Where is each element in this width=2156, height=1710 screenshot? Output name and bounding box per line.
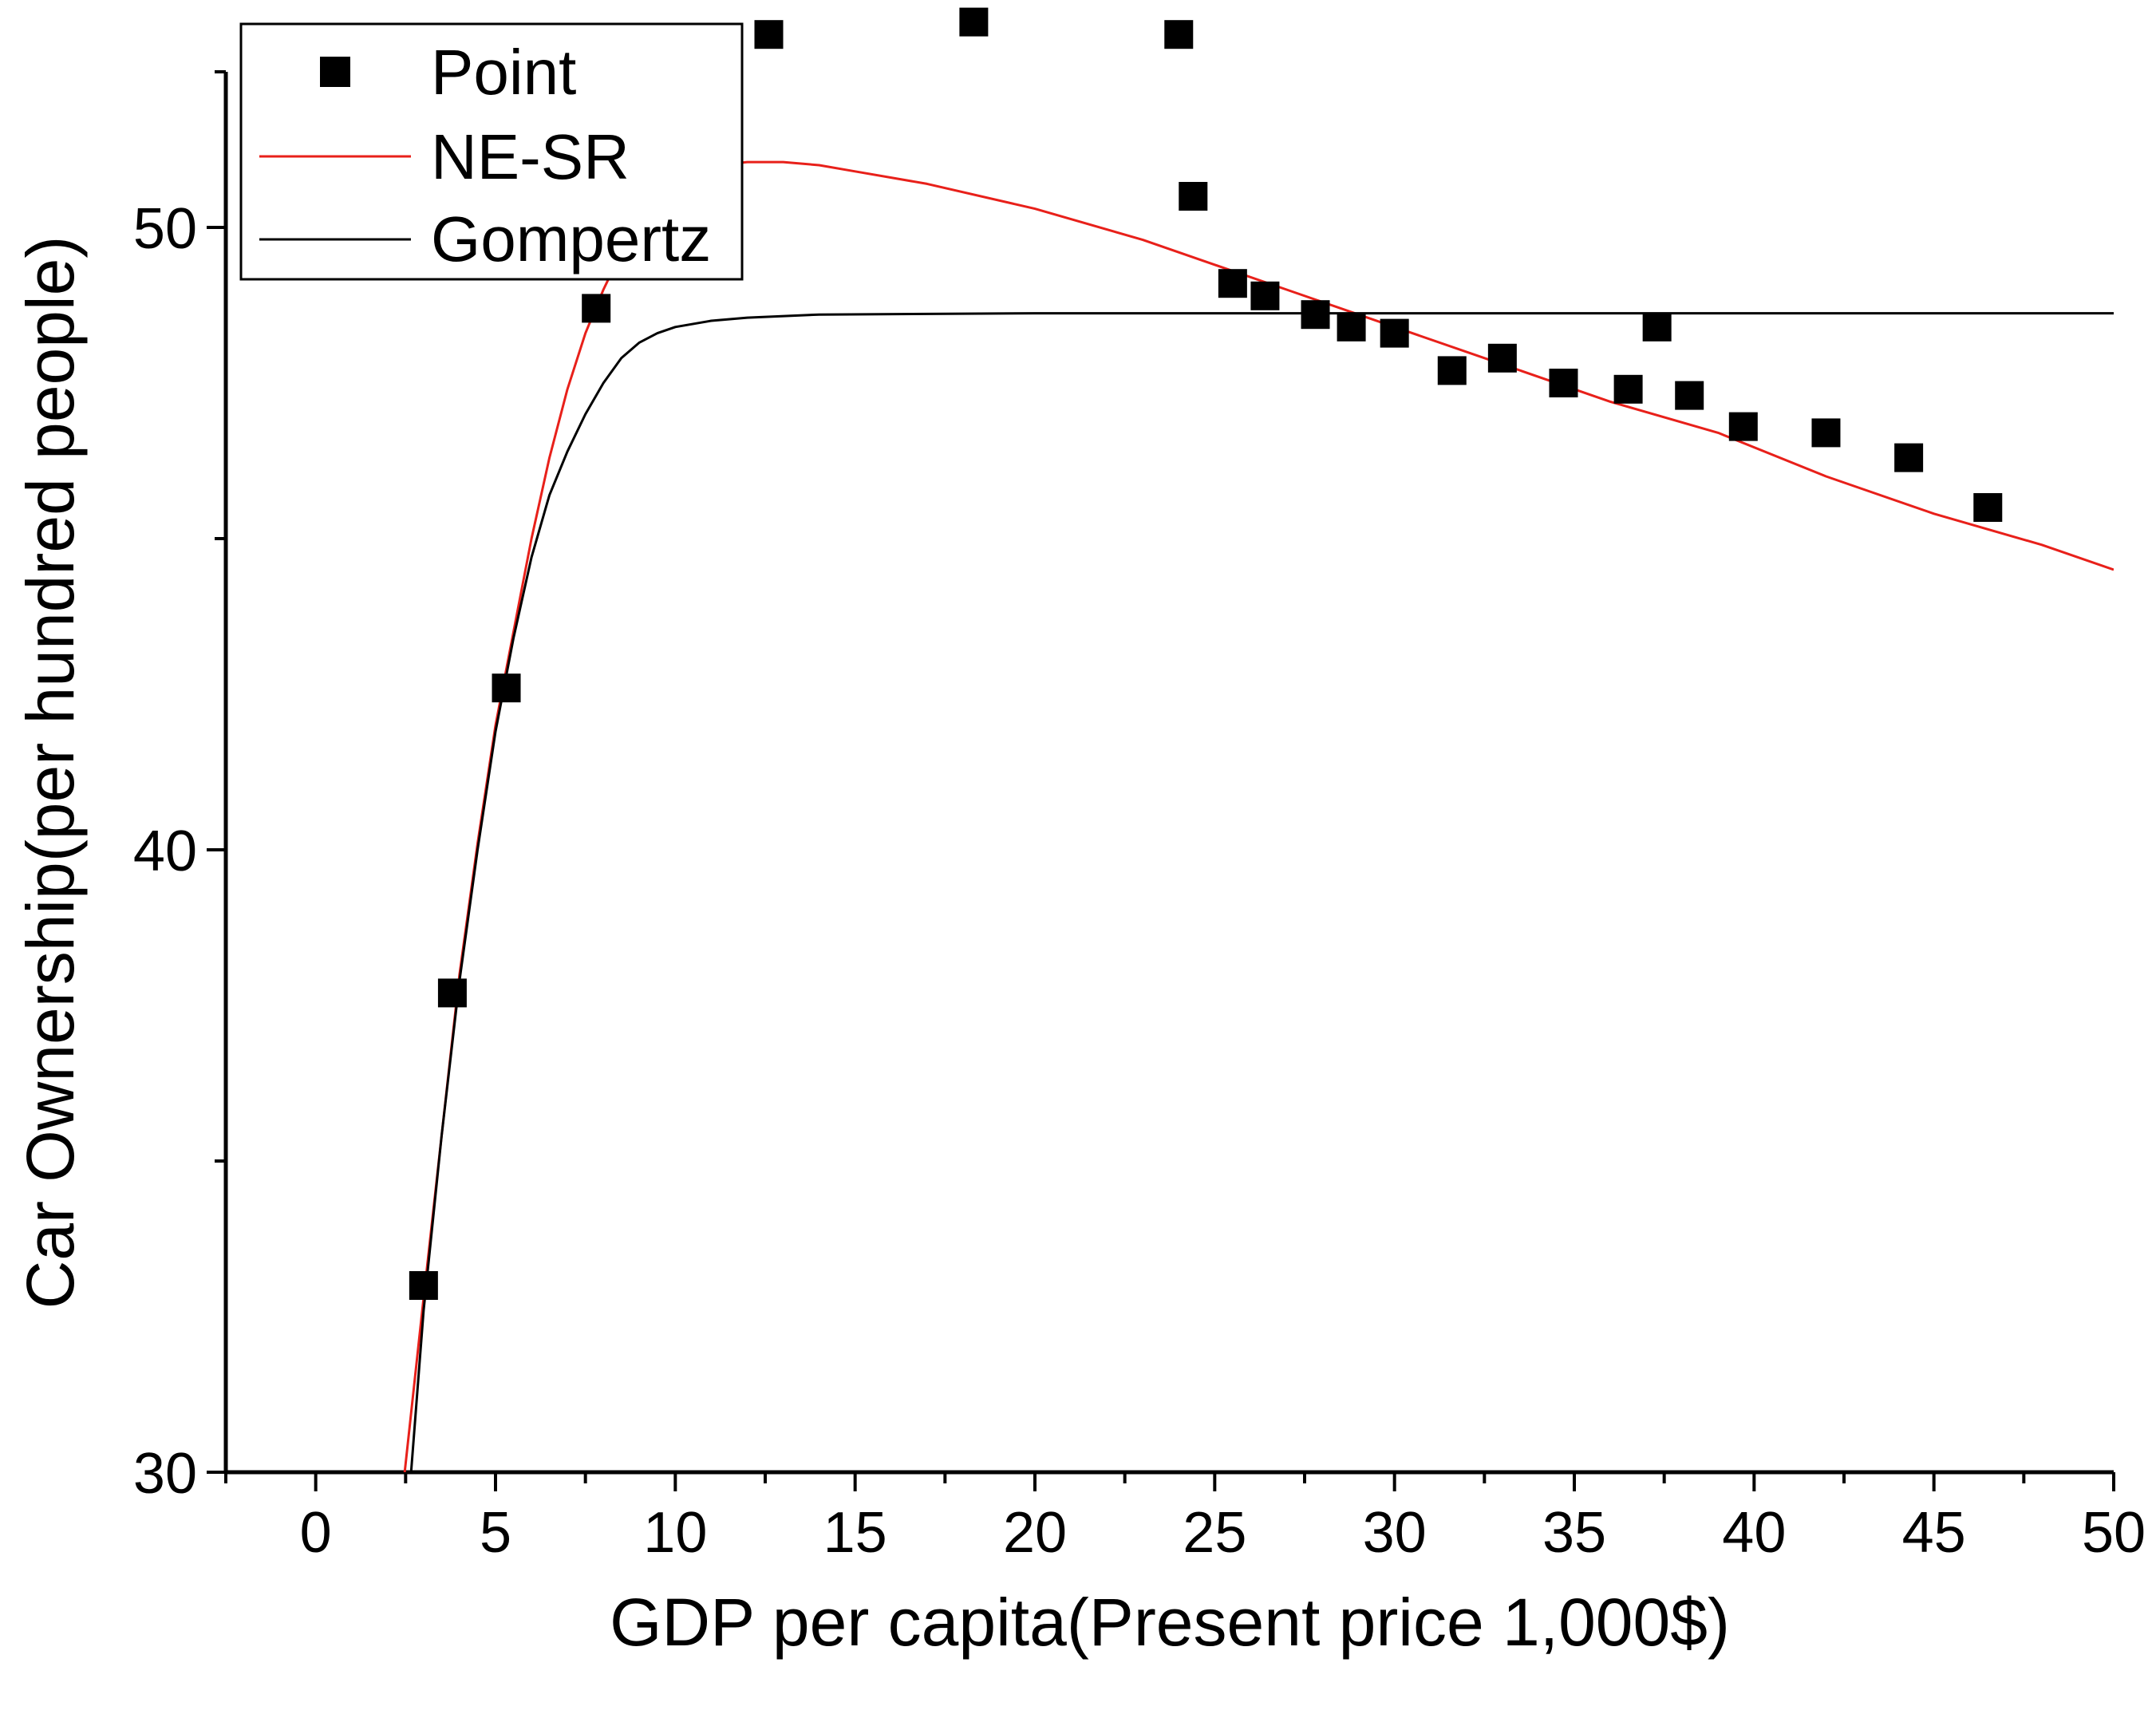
- data-point: [1973, 493, 2003, 522]
- data-point: [437, 978, 467, 1008]
- x-ticks: 0 5 10 15 20 25 30 35 40 45 50: [224, 1472, 2146, 1565]
- x-tick-label: 30: [1363, 1501, 1427, 1565]
- x-tick-label: 15: [823, 1501, 887, 1565]
- data-point: [1675, 381, 1704, 410]
- y-tick-label: 40: [133, 819, 197, 883]
- data-point: [959, 7, 989, 37]
- data-point: [582, 294, 611, 323]
- data-point: [1437, 356, 1467, 385]
- y-tick-label: 30: [133, 1442, 197, 1506]
- x-axis-title: GDP per capita(Present price 1,000$): [610, 1585, 1730, 1660]
- legend-label-ne-sr: NE-SR: [431, 121, 630, 192]
- legend-label-gompertz: Gompertz: [431, 203, 711, 274]
- data-point: [1811, 418, 1841, 448]
- data-point: [1380, 318, 1409, 348]
- data-point: [409, 1271, 438, 1300]
- series-line-gompertz: [409, 312, 2114, 1472]
- data-point: [492, 673, 521, 703]
- legend-label-point: Point: [431, 37, 576, 108]
- x-tick-label: 25: [1183, 1501, 1246, 1565]
- x-tick-label: 20: [1003, 1501, 1067, 1565]
- data-point: [754, 20, 784, 49]
- data-point: [1337, 312, 1366, 342]
- x-tick-label: 10: [643, 1501, 707, 1565]
- data-point: [1549, 369, 1578, 397]
- data-point: [1164, 20, 1194, 49]
- data-point: [1179, 182, 1208, 211]
- y-tick-label: 50: [133, 197, 197, 261]
- data-point: [1218, 269, 1247, 298]
- data-point: [1487, 343, 1517, 373]
- x-tick-label: 40: [1722, 1501, 1786, 1565]
- x-tick-label: 0: [300, 1501, 332, 1565]
- x-tick-label: 5: [480, 1501, 511, 1565]
- data-point: [1894, 443, 1924, 472]
- legend: Point NE-SR Gompertz: [239, 22, 744, 281]
- x-tick-label: 45: [1902, 1501, 1966, 1565]
- series-line-ne-sr: [403, 160, 2114, 1472]
- data-point: [1642, 312, 1672, 342]
- data-point: [1613, 374, 1643, 404]
- data-point: [1250, 281, 1280, 310]
- x-tick-label: 35: [1542, 1501, 1606, 1565]
- y-ticks: 30 40 50: [133, 70, 226, 1506]
- series-points: [409, 7, 2003, 1300]
- x-tick-label: 50: [2082, 1501, 2146, 1565]
- y-axis-title: Car Ownership(per hundred people): [13, 236, 88, 1309]
- data-point: [1301, 300, 1330, 330]
- legend-point-marker: [320, 57, 350, 87]
- series-lines: [403, 160, 2114, 1472]
- data-point: [1728, 412, 1758, 441]
